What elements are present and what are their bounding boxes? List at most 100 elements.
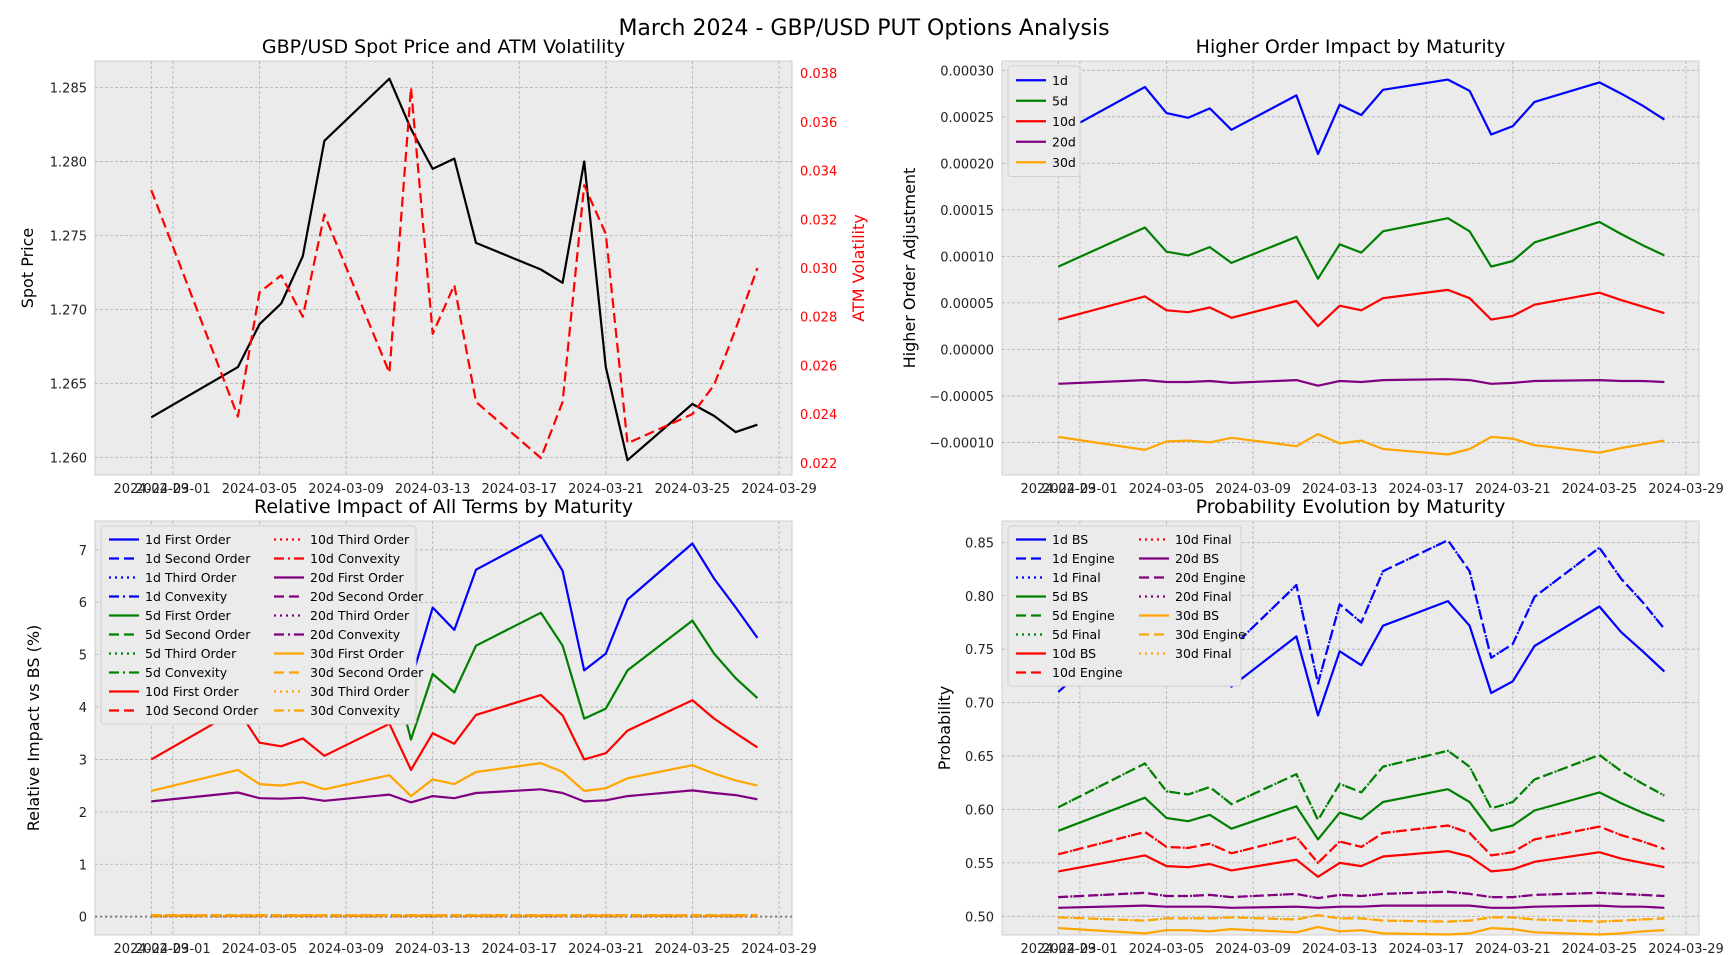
- y-tick-label: 0.65: [965, 750, 994, 765]
- legend-label: 10d Third Order: [310, 532, 410, 547]
- series-line-30d-bs: [1058, 925, 1665, 936]
- legend-label: 10d Engine: [1052, 665, 1123, 680]
- x-tick-label: 2024-03-05: [1129, 482, 1205, 497]
- x-tick-label: 2024-03-13: [395, 482, 471, 497]
- legend-label: 5d Second Order: [145, 627, 251, 642]
- legend-label: 1d Convexity: [145, 589, 228, 604]
- y-tick-label: 0.55: [965, 857, 994, 872]
- x-tick-label: 2024-03-01: [135, 942, 211, 955]
- legend-label: 20d Convexity: [310, 627, 401, 642]
- legend-label: 1d BS: [1052, 532, 1088, 547]
- legend-label: 10d BS: [1052, 646, 1096, 661]
- y-axis-label: Relative Impact vs BS (%): [24, 625, 43, 832]
- legend: 1d 5d 10d 20d 30d: [1007, 65, 1081, 177]
- legend-label: 5d Engine: [1052, 608, 1115, 623]
- x-tick-label: 2024-03-17: [481, 942, 557, 955]
- x-tick-label: 2024-03-21: [568, 482, 644, 497]
- legend-label: 5d Convexity: [145, 665, 228, 680]
- x-tick-label: 2024-03-13: [1302, 942, 1378, 955]
- y-tick-label: 0.85: [965, 536, 994, 551]
- legend-label: 30d Convexity: [310, 703, 401, 718]
- series-line-10d-bs: [1058, 849, 1665, 878]
- legend-label: 30d Third Order: [310, 684, 410, 699]
- legend-label: 1d Third Order: [145, 570, 237, 585]
- x-tick-label: 2024-03-01: [1042, 942, 1118, 955]
- legend-label: 10d: [1052, 114, 1076, 129]
- y-tick-label: 0.00010: [940, 250, 994, 265]
- series-line-5d-bs: [1057, 788, 1665, 841]
- x-tick-label: 2024-02-29: [1020, 482, 1096, 497]
- legend: 1d BS 1d Engine 1d Final 5d BS 5d Engine 5d F…: [1007, 525, 1246, 687]
- x-tick-label: 2024-02-29: [1020, 942, 1096, 955]
- y-tick-label: 0.00000: [940, 343, 994, 358]
- x-tick-label: 2024-03-25: [1562, 942, 1638, 955]
- y-tick-label: 0.80: [965, 590, 994, 605]
- y-tick-label: 5: [79, 649, 87, 664]
- legend-label: 5d BS: [1052, 589, 1088, 604]
- x-tick-label: 2024-03-09: [308, 942, 384, 955]
- y-right-tick-label: 0.024: [800, 408, 837, 423]
- legend-label: 20d BS: [1175, 551, 1219, 566]
- legend-label: 10d Second Order: [145, 703, 259, 718]
- legend-label: 1d First Order: [145, 532, 232, 547]
- series-line-5d: [1057, 217, 1665, 280]
- x-tick-label: 2024-03-21: [1475, 482, 1551, 497]
- y-tick-label: 1.285: [50, 82, 87, 97]
- series-line-20d-first-order: [151, 788, 758, 804]
- x-tick-label: 2024-03-17: [481, 482, 557, 497]
- legend-label: 10d Final: [1175, 532, 1232, 547]
- legend: 1d First Order 1d Second Order 1d Third Or…: [100, 525, 424, 725]
- x-tick-label: 2024-03-21: [568, 942, 644, 955]
- x-tick-label: 2024-03-25: [655, 942, 731, 955]
- x-tick-label: 2024-03-25: [1562, 482, 1638, 497]
- plot-area: [94, 60, 793, 476]
- x-tick-label: 2024-03-29: [1648, 942, 1724, 955]
- series-line-10d-final: [1058, 824, 1665, 865]
- legend-label: 1d Engine: [1052, 551, 1115, 566]
- series-line-5d-final: [1057, 749, 1665, 822]
- series-line-10d: [1058, 288, 1665, 328]
- series-line-20d-bs: [1058, 904, 1665, 909]
- x-tick-label: 2024-03-05: [1129, 942, 1205, 955]
- legend-label: 20d First Order: [310, 570, 404, 585]
- legend-label: 30d First Order: [310, 646, 404, 661]
- y-tick-label: 0.00025: [940, 111, 994, 126]
- x-tick-label: 2024-03-21: [1475, 942, 1551, 955]
- chart-title: GBP/USD Spot Price and ATM Volatility: [262, 36, 625, 58]
- legend-label: 5d First Order: [145, 608, 232, 623]
- x-tick-label: 2024-03-17: [1388, 942, 1464, 955]
- y-tick-label: 0.75: [965, 643, 994, 658]
- y-tick-label: 4: [79, 701, 87, 716]
- y-axis-label-right: ATM Volatility: [849, 214, 868, 321]
- y-tick-label: 0: [79, 911, 87, 926]
- y-right-tick-label: 0.032: [800, 213, 837, 228]
- y-axis-label: Higher Order Adjustment: [900, 168, 919, 369]
- chart-title: Higher Order Impact by Maturity: [1196, 36, 1506, 58]
- y-right-tick-label: 0.022: [800, 457, 837, 472]
- series-line-20d-final: [1058, 890, 1665, 900]
- legend-label: 10d First Order: [145, 684, 239, 699]
- x-tick-label: 2024-03-05: [222, 942, 298, 955]
- series-line-20d-engine: [1058, 890, 1665, 900]
- y-tick-label: 1.280: [50, 156, 87, 171]
- legend-box: [1007, 525, 1242, 687]
- x-tick-label: 2024-03-05: [222, 482, 298, 497]
- y-tick-label: 1.275: [50, 229, 87, 244]
- y-tick-label: 7: [79, 544, 87, 559]
- series-line-30d: [1058, 433, 1665, 456]
- y-tick-label: 0.60: [965, 803, 994, 818]
- y-right-tick-label: 0.030: [800, 262, 837, 277]
- x-tick-label: 2024-03-09: [1215, 482, 1291, 497]
- legend-label: 30d: [1052, 155, 1076, 170]
- legend-label: 20d: [1052, 134, 1076, 149]
- x-tick-label: 2024-03-09: [308, 482, 384, 497]
- y-tick-label: 0.00030: [940, 64, 994, 79]
- x-tick-label: 2024-03-29: [741, 942, 817, 955]
- x-tick-label: 2024-03-29: [1648, 482, 1724, 497]
- series-line-30d-first-order: [151, 761, 758, 798]
- legend-label: 5d Final: [1052, 627, 1101, 642]
